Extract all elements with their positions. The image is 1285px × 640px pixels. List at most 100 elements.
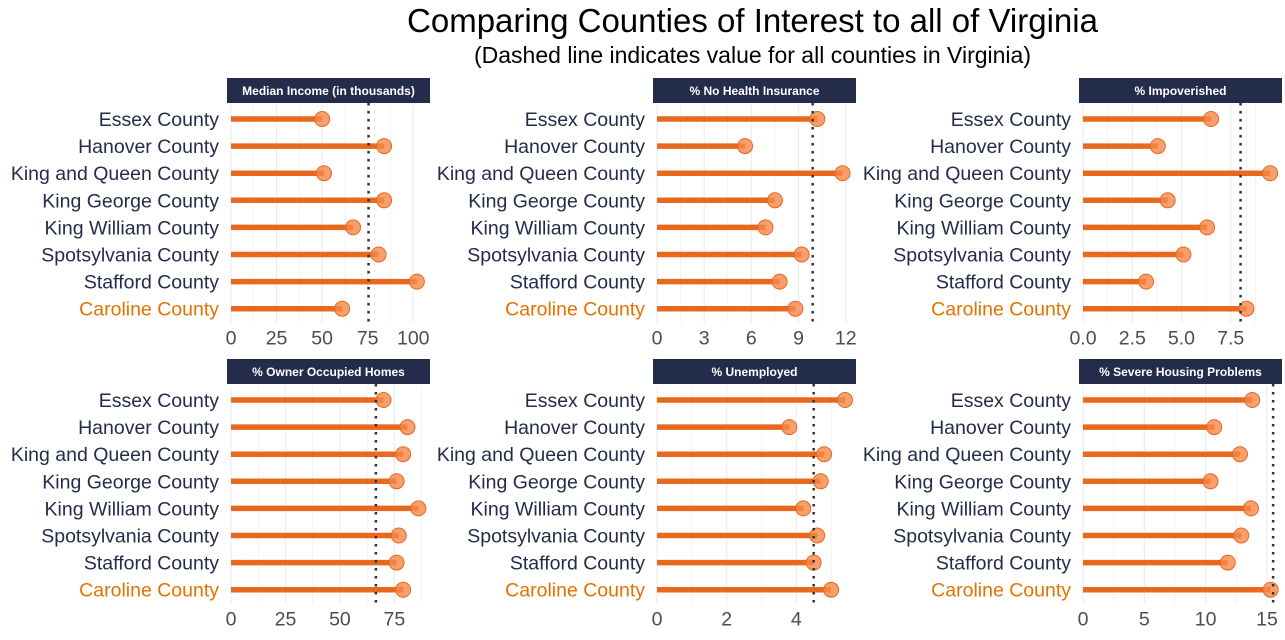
category-label: King William County (471, 498, 646, 520)
facet-strip (1079, 78, 1282, 103)
data-point (1149, 138, 1166, 155)
data-point (757, 219, 774, 236)
category-label: Hanover County (504, 417, 645, 439)
facet-strip-label: % Unemployed (711, 365, 797, 379)
category-label: Hanover County (78, 136, 219, 158)
data-point (1243, 500, 1260, 517)
facet-panel-1: Median Income (in thousands) Essex County… (11, 78, 430, 350)
data-point (388, 554, 405, 571)
data-point (1202, 473, 1219, 490)
data-point (1231, 446, 1248, 463)
facet-panel-4: % Owner Occupied Homes Essex County Hanove… (11, 359, 430, 631)
category-label: Caroline County (79, 299, 219, 321)
x-tick-label: 25 (266, 328, 288, 350)
data-point (334, 300, 351, 317)
x-tick-label: 2 (721, 609, 732, 631)
category-label: Essex County (525, 109, 646, 131)
category-label: Spotsylvania County (41, 526, 219, 548)
data-point (834, 165, 851, 182)
data-point (805, 554, 822, 571)
data-point (410, 500, 427, 517)
facet-panel-6: % Severe Housing Problems Essex County Han… (863, 359, 1282, 631)
category-label: Caroline County (505, 299, 645, 321)
category-label: King George County (42, 190, 219, 212)
x-tick-label: 0.0 (1069, 328, 1096, 350)
category-label: King and Queen County (863, 444, 1071, 466)
category-label: Stafford County (936, 553, 1071, 575)
category-label: King George County (468, 471, 645, 493)
data-point (399, 419, 416, 436)
category-label: King and Queen County (11, 444, 219, 466)
data-point (737, 138, 754, 155)
data-point (315, 165, 332, 182)
data-point (1238, 300, 1255, 317)
data-point (376, 192, 393, 209)
facet-strip (227, 78, 430, 103)
category-label: Spotsylvania County (467, 245, 645, 267)
x-tick-label: 5 (1139, 609, 1150, 631)
facet-strip-label: Median Income (in thousands) (242, 84, 415, 98)
data-point (1262, 581, 1279, 598)
data-point (837, 392, 854, 408)
data-point (793, 246, 810, 263)
data-point (388, 473, 405, 490)
data-point (1159, 192, 1176, 209)
facet-strip-label: % Owner Occupied Homes (252, 365, 405, 379)
data-point (781, 419, 798, 436)
x-tick-label: 25 (275, 609, 297, 631)
category-label: Caroline County (931, 580, 1071, 602)
x-tick-label: 15 (1256, 609, 1278, 631)
data-point (1175, 246, 1192, 263)
data-point (1219, 554, 1236, 571)
category-label: Essex County (951, 109, 1072, 131)
x-tick-label: 12 (835, 328, 857, 350)
category-label: Caroline County (505, 580, 645, 602)
x-tick-label: 0 (226, 328, 237, 350)
x-tick-label: 0 (1078, 609, 1089, 631)
data-point (408, 273, 425, 290)
x-tick-label: 75 (357, 328, 379, 350)
x-tick-label: 10 (1195, 609, 1217, 631)
chart-title: Comparing Counties of Interest to all of… (407, 2, 1098, 39)
data-point (1203, 111, 1220, 127)
facet-strip (227, 359, 430, 384)
facet-strip (653, 78, 856, 103)
data-point (816, 446, 833, 463)
x-tick-label: 0 (226, 609, 237, 631)
category-label: Essex County (951, 390, 1072, 412)
data-point (376, 138, 393, 155)
data-point (314, 111, 331, 127)
category-label: Stafford County (936, 272, 1071, 294)
category-label: Essex County (99, 109, 220, 131)
category-label: Essex County (99, 390, 220, 412)
category-label: Spotsylvania County (893, 245, 1071, 267)
data-point (809, 111, 826, 127)
category-label: King George County (42, 471, 219, 493)
facet-panel-5: % Unemployed Essex County Hanover County Ki… (437, 359, 856, 631)
category-label: Spotsylvania County (893, 526, 1071, 548)
facet-strip (1079, 359, 1282, 384)
x-tick-label: 75 (384, 609, 406, 631)
x-tick-label: 7.5 (1217, 328, 1244, 350)
x-tick-label: 2.5 (1119, 328, 1146, 350)
category-label: Hanover County (930, 136, 1071, 158)
category-label: King and Queen County (437, 163, 645, 185)
category-label: Hanover County (78, 417, 219, 439)
data-point (395, 446, 412, 463)
data-point (823, 581, 840, 598)
x-tick-label: 0 (652, 328, 663, 350)
data-point (812, 473, 829, 490)
data-point (345, 219, 362, 236)
x-tick-label: 4 (791, 609, 802, 631)
category-label: King and Queen County (11, 163, 219, 185)
facet-strip (653, 359, 856, 384)
category-label: Essex County (525, 390, 646, 412)
category-label: King George County (894, 471, 1071, 493)
x-tick-label: 50 (329, 609, 351, 631)
data-point (809, 527, 826, 544)
data-point (395, 581, 412, 598)
data-point (771, 273, 788, 290)
category-label: King George County (894, 190, 1071, 212)
x-tick-label: 100 (397, 328, 430, 350)
category-label: Stafford County (84, 272, 219, 294)
